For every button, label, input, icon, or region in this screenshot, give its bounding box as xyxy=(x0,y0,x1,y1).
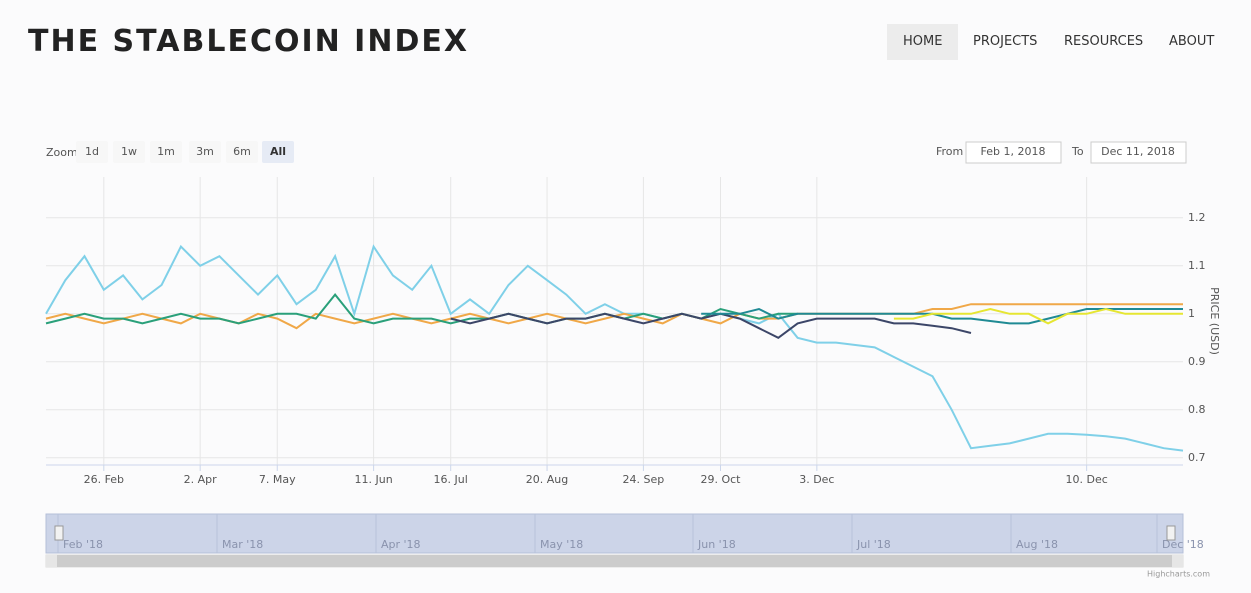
navigator-handle[interactable] xyxy=(54,525,64,541)
x-tick-label: 2. Apr xyxy=(184,473,217,486)
x-tick-label: 16. Jul xyxy=(434,473,468,486)
x-tick-label: 20. Aug xyxy=(526,473,568,486)
navigator-label: Mar '18 xyxy=(222,538,263,551)
navigator-label: Aug '18 xyxy=(1016,538,1058,551)
navigator-label: May '18 xyxy=(540,538,583,551)
nav-projects[interactable]: PROJECTS xyxy=(973,34,1038,49)
zoom-button-label[interactable]: 1m xyxy=(157,145,175,158)
scrollbar-right[interactable] xyxy=(1172,555,1183,567)
navigator-label: Feb '18 xyxy=(63,538,103,551)
from-input[interactable] xyxy=(965,141,1062,164)
site-title: THE STABLECOIN INDEX xyxy=(28,24,469,59)
zoom-button[interactable] xyxy=(150,141,182,163)
y-tick-label: 0.9 xyxy=(1188,355,1206,368)
series-line xyxy=(45,293,798,325)
navigator-label: Jul '18 xyxy=(856,538,891,551)
zoom-button-label[interactable]: All xyxy=(270,145,286,158)
navigator-range xyxy=(45,513,1184,554)
zoom-button-label[interactable]: 6m xyxy=(233,145,251,158)
y-tick-label: 0.8 xyxy=(1188,403,1206,416)
navigator-label: Dec '18 xyxy=(1162,538,1204,551)
y-tick-label: 1.2 xyxy=(1188,211,1206,224)
nav-about[interactable]: ABOUT xyxy=(1169,34,1215,49)
scrollbar-left[interactable] xyxy=(46,555,57,567)
credit[interactable]: Highcharts.com xyxy=(1147,570,1210,579)
series-line xyxy=(45,244,1184,452)
zoom-button-label[interactable]: 1w xyxy=(121,145,137,158)
zoom-button-label[interactable]: 3m xyxy=(196,145,214,158)
from-label: From xyxy=(936,145,963,158)
to-label: To xyxy=(1071,145,1084,158)
zoom-button[interactable] xyxy=(76,141,108,163)
nav-resources[interactable]: RESOURCES xyxy=(1064,34,1144,49)
x-tick-label: 24. Sep xyxy=(623,473,665,486)
to-input[interactable] xyxy=(1090,141,1187,164)
zoom-button-label[interactable]: 1d xyxy=(85,145,99,158)
navigator-handle[interactable] xyxy=(1166,525,1176,541)
y-tick-label: 0.7 xyxy=(1188,451,1206,464)
zoom-button[interactable] xyxy=(226,141,258,163)
y-axis-label: PRICE (USD) xyxy=(1208,287,1221,355)
x-tick-label: 11. Jun xyxy=(355,473,393,486)
to-value[interactable]: Dec 11, 2018 xyxy=(1101,145,1175,158)
navigator-label: Jun '18 xyxy=(697,538,736,551)
zoom-label: Zoom xyxy=(46,146,78,159)
zoom-button[interactable] xyxy=(189,141,221,163)
y-tick-label: 1 xyxy=(1188,307,1195,320)
zoom-button[interactable] xyxy=(262,141,294,163)
scrollbar-thumb[interactable] xyxy=(57,555,1172,567)
x-tick-label: 26. Feb xyxy=(84,473,124,486)
navigator-label: Apr '18 xyxy=(381,538,421,551)
nav-home[interactable]: HOME xyxy=(887,24,959,60)
zoom-button[interactable] xyxy=(113,141,145,163)
x-tick-label: 29. Oct xyxy=(700,473,741,486)
x-tick-label: 7. May xyxy=(259,473,296,486)
series-line xyxy=(450,312,972,339)
x-tick-label: 10. Dec xyxy=(1066,473,1108,486)
series-line xyxy=(893,307,1183,325)
y-tick-label: 1.1 xyxy=(1188,259,1206,272)
from-value[interactable]: Feb 1, 2018 xyxy=(981,145,1046,158)
x-tick-label: 3. Dec xyxy=(799,473,834,486)
